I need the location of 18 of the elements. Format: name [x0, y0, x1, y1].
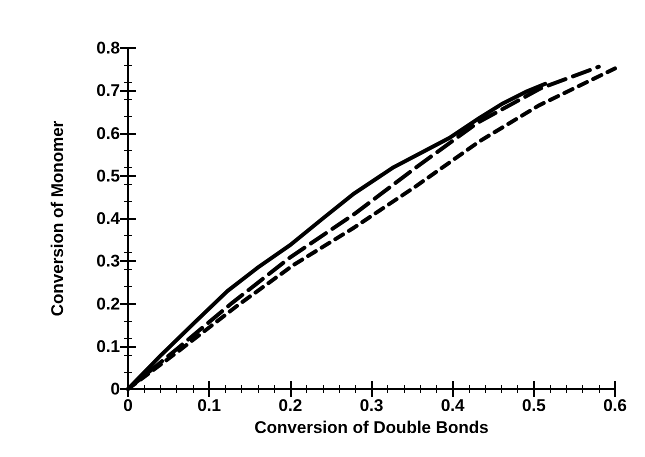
x-tick-label: 0.5 — [522, 396, 546, 415]
x-tick-label: 0 — [123, 396, 133, 415]
y-tick-label: 0.4 — [96, 209, 121, 228]
x-tick-label: 0.4 — [440, 396, 466, 415]
x-tick-label: 0.1 — [197, 396, 221, 415]
x-tick-label: 0.2 — [278, 396, 302, 415]
x-tick-label: 0.3 — [360, 396, 384, 415]
x-axis-title: Conversion of Double Bonds — [254, 418, 489, 437]
y-tick-label: 0 — [110, 380, 120, 398]
y-tick-label: 0.7 — [96, 81, 120, 100]
y-tick-label: 0.2 — [96, 294, 120, 314]
y-axis-title: Conversion of Monomer — [48, 120, 67, 316]
y-tick-label: 0.5 — [96, 166, 120, 186]
y-tick-label: 0.8 — [96, 38, 120, 58]
y-tick-label: 0.1 — [96, 336, 120, 356]
x-tick-label: 0.6 — [603, 396, 627, 415]
y-tick-label: 0.3 — [96, 252, 120, 271]
y-tick-label: 0.6 — [96, 124, 120, 143]
